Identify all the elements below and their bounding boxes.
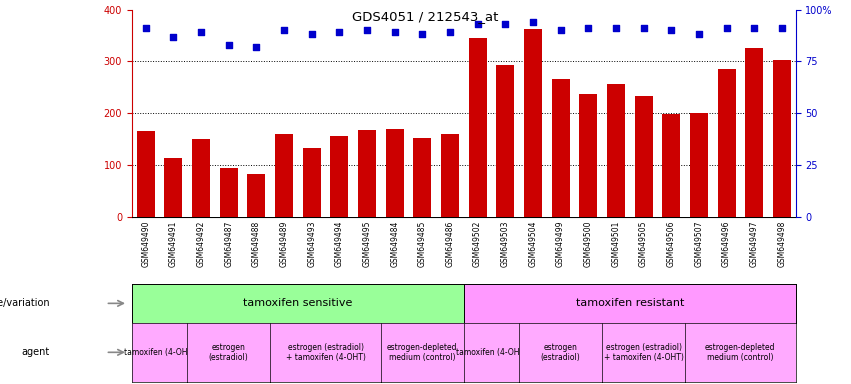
- Point: [194, 29, 208, 35]
- Text: GSM649498: GSM649498: [777, 220, 786, 267]
- Point: [665, 27, 678, 33]
- Text: GSM649504: GSM649504: [528, 220, 538, 267]
- Point: [305, 31, 318, 38]
- Point: [249, 44, 263, 50]
- Text: GSM649487: GSM649487: [224, 220, 233, 267]
- Point: [554, 27, 568, 33]
- Text: GSM649494: GSM649494: [334, 220, 344, 267]
- Point: [277, 27, 291, 33]
- Text: GSM649503: GSM649503: [500, 220, 510, 267]
- Bar: [607, 84, 625, 217]
- Text: GSM649501: GSM649501: [611, 220, 620, 267]
- Bar: [662, 114, 680, 217]
- Text: GSM649486: GSM649486: [445, 220, 454, 267]
- Text: GSM649500: GSM649500: [584, 220, 593, 267]
- Bar: [220, 168, 237, 217]
- Point: [747, 25, 761, 31]
- Text: GSM649499: GSM649499: [556, 220, 565, 267]
- Point: [637, 25, 650, 31]
- Point: [581, 25, 595, 31]
- Text: genotype/variation: genotype/variation: [0, 298, 50, 308]
- Bar: [303, 148, 321, 217]
- Text: agent: agent: [22, 347, 50, 358]
- Bar: [164, 158, 182, 217]
- Point: [609, 25, 623, 31]
- Bar: [330, 136, 348, 217]
- Text: estrogen
(estradiol): estrogen (estradiol): [208, 343, 248, 362]
- Bar: [635, 96, 653, 217]
- Text: GSM649491: GSM649491: [168, 220, 178, 267]
- Bar: [441, 134, 459, 217]
- Text: tamoxifen (4-OHT): tamoxifen (4-OHT): [124, 348, 195, 357]
- Text: GSM649506: GSM649506: [666, 220, 676, 267]
- Bar: [551, 79, 569, 217]
- Point: [692, 31, 705, 38]
- Text: GSM649507: GSM649507: [694, 220, 704, 267]
- Bar: [137, 131, 155, 217]
- Text: GSM649488: GSM649488: [252, 220, 261, 266]
- Point: [775, 25, 789, 31]
- Point: [333, 29, 346, 35]
- Bar: [496, 65, 514, 217]
- Text: tamoxifen (4-OHT): tamoxifen (4-OHT): [456, 348, 527, 357]
- Bar: [690, 113, 708, 217]
- Point: [360, 27, 374, 33]
- Bar: [524, 29, 542, 217]
- Point: [167, 33, 180, 40]
- Bar: [192, 139, 210, 217]
- Text: GSM649505: GSM649505: [639, 220, 648, 267]
- Text: GDS4051 / 212543_at: GDS4051 / 212543_at: [352, 10, 499, 23]
- Point: [471, 21, 484, 27]
- Bar: [248, 174, 266, 217]
- Text: estrogen (estradiol)
+ tamoxifen (4-OHT): estrogen (estradiol) + tamoxifen (4-OHT): [286, 343, 365, 362]
- Point: [388, 29, 402, 35]
- Point: [499, 21, 512, 27]
- Text: GSM649493: GSM649493: [307, 220, 317, 267]
- Point: [139, 25, 152, 31]
- Point: [720, 25, 734, 31]
- Bar: [773, 60, 791, 217]
- Text: GSM649489: GSM649489: [279, 220, 288, 267]
- Point: [415, 31, 429, 38]
- Bar: [717, 69, 735, 217]
- Text: GSM649485: GSM649485: [418, 220, 427, 267]
- Text: GSM649496: GSM649496: [722, 220, 731, 267]
- Bar: [580, 94, 597, 217]
- Point: [526, 19, 540, 25]
- Bar: [358, 131, 376, 217]
- Text: tamoxifen sensitive: tamoxifen sensitive: [243, 298, 352, 308]
- Point: [443, 29, 457, 35]
- Bar: [275, 134, 293, 217]
- Text: estrogen-depleted
medium (control): estrogen-depleted medium (control): [387, 343, 458, 362]
- Text: GSM649497: GSM649497: [750, 220, 759, 267]
- Bar: [469, 38, 487, 217]
- Text: GSM649484: GSM649484: [390, 220, 399, 267]
- Text: GSM649502: GSM649502: [473, 220, 483, 267]
- Text: GSM649495: GSM649495: [363, 220, 372, 267]
- Text: GSM649492: GSM649492: [197, 220, 206, 267]
- Text: estrogen
(estradiol): estrogen (estradiol): [540, 343, 580, 362]
- Text: estrogen-depleted
medium (control): estrogen-depleted medium (control): [705, 343, 775, 362]
- Text: tamoxifen resistant: tamoxifen resistant: [575, 298, 684, 308]
- Bar: [745, 48, 763, 217]
- Bar: [414, 138, 431, 217]
- Bar: [386, 129, 403, 217]
- Text: estrogen (estradiol)
+ tamoxifen (4-OHT): estrogen (estradiol) + tamoxifen (4-OHT): [603, 343, 683, 362]
- Point: [222, 42, 236, 48]
- Text: GSM649490: GSM649490: [141, 220, 151, 267]
